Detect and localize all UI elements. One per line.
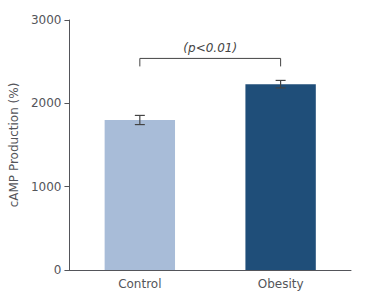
svg-text:cAMP Production (%): cAMP Production (%): [7, 83, 21, 208]
svg-text:3000: 3000: [31, 13, 62, 27]
svg-text:1000: 1000: [31, 180, 62, 194]
svg-text:2000: 2000: [31, 96, 62, 110]
svg-text:0: 0: [54, 263, 62, 277]
svg-text:(p<0.01): (p<0.01): [183, 41, 237, 55]
svg-text:Obesity: Obesity: [258, 277, 304, 291]
svg-text:Control: Control: [118, 277, 161, 291]
